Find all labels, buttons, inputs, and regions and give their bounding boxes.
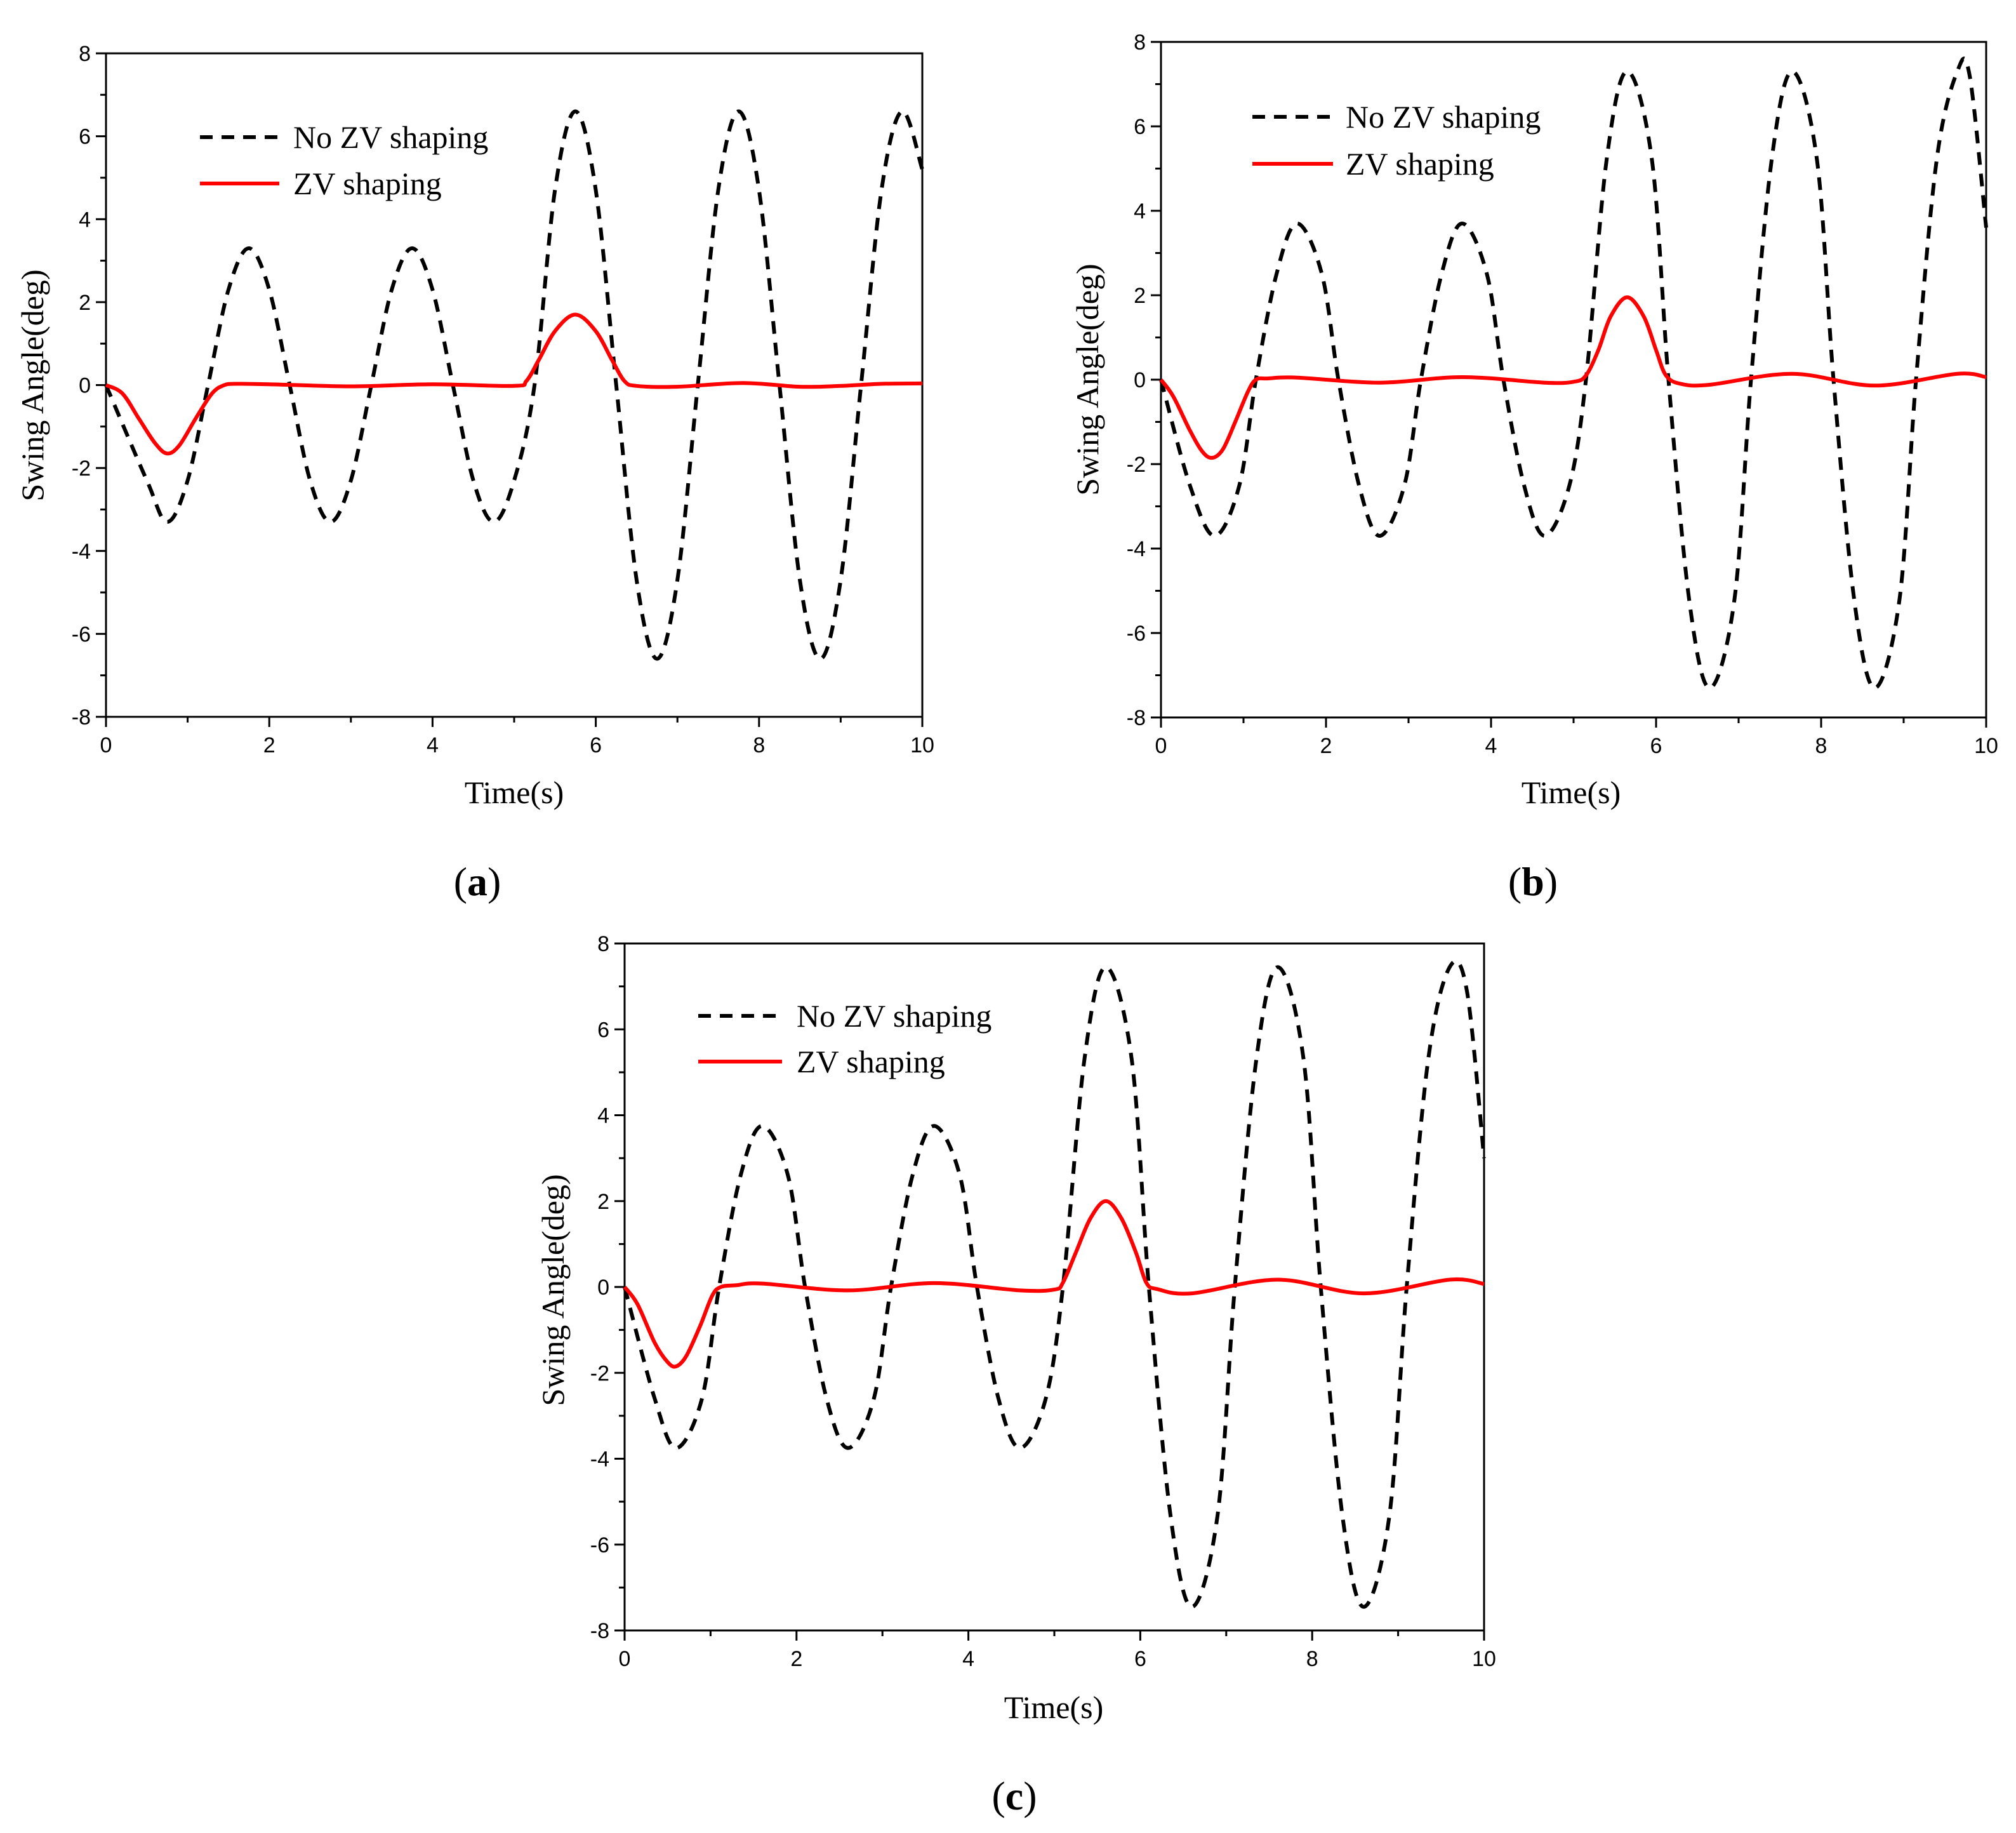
x-tick-label: 2 (1320, 734, 1332, 758)
panel-a: 0 2 4 6 8 10 -8 -6 -4 -2 0 2 4 6 8 No ZV shaping ZV sh… (15, 42, 934, 904)
series-lines (623, 959, 1486, 1609)
x-tick-label: 2 (263, 733, 275, 757)
x-axis-title: Time(s) (465, 775, 564, 810)
x-tick-label: 0 (1155, 734, 1167, 758)
y-tick-label: 4 (79, 208, 91, 232)
x-tick-label: 8 (753, 733, 765, 757)
x-tick-label: 6 (590, 733, 602, 757)
x-tick-label: 0 (619, 1647, 631, 1671)
x-tick-label: 0 (100, 733, 112, 757)
x-tick-label: 2 (790, 1647, 802, 1671)
series-line-zv-shaping (1159, 295, 1987, 460)
x-tick-label: 8 (1815, 734, 1827, 758)
series-lines (1159, 57, 1988, 690)
y-tick-label: 2 (79, 291, 91, 315)
y-tick-label: -8 (1127, 706, 1146, 730)
y-tick-label: 2 (597, 1190, 609, 1214)
y-tick-label: -8 (590, 1619, 609, 1643)
legend: No ZV shaping ZV shaping (698, 998, 991, 1079)
y-tick-label: -4 (72, 540, 91, 564)
y-tick-label: -2 (590, 1361, 609, 1385)
y-axis-title: Swing Angle(deg) (535, 1174, 571, 1406)
y-tick-label: -6 (590, 1533, 609, 1557)
legend-label-zv: ZV shaping (293, 166, 442, 201)
tick-labels: 0 2 4 6 8 10 -8 -6 -4 -2 0 2 4 6 8 (72, 42, 934, 757)
y-tick-label: 0 (79, 374, 91, 398)
x-tick-label: 10 (910, 733, 934, 757)
y-tick-label: 6 (597, 1018, 609, 1042)
y-tick-label: 8 (597, 932, 609, 956)
x-axis-title: Time(s) (1522, 775, 1621, 810)
y-tick-label: -6 (1127, 622, 1146, 646)
x-tick-label: 4 (962, 1647, 974, 1671)
series-line-no-zv-shaping (1159, 57, 1988, 690)
legend: No ZV shaping ZV shaping (200, 119, 488, 201)
panel-b: 0 2 4 6 8 10 -8 -6 -4 -2 0 2 4 6 8 No ZV shaping ZV sh… (1070, 30, 1998, 904)
legend-label-zv: ZV shaping (1346, 146, 1494, 182)
x-tick-label: 10 (1472, 1647, 1496, 1671)
y-tick-label: -2 (72, 457, 91, 481)
y-tick-label: 4 (1134, 199, 1146, 223)
x-tick-label: 4 (427, 733, 439, 757)
series-line-zv-shaping (623, 1199, 1485, 1369)
y-tick-label: -2 (1127, 453, 1146, 477)
panel-label-c: (c) (991, 1773, 1037, 1818)
legend-label-no-zv: No ZV shaping (1346, 99, 1541, 135)
series-lines (104, 109, 924, 661)
series-line-zv-shaping (105, 312, 923, 456)
y-tick-label: 6 (79, 125, 91, 149)
y-tick-label: 0 (1134, 368, 1146, 392)
legend: No ZV shaping ZV shaping (1252, 99, 1541, 182)
y-tick-label: -8 (72, 705, 91, 730)
plot-frame (623, 942, 1485, 1632)
y-tick-label: -4 (590, 1448, 609, 1472)
x-tick-label: 10 (1974, 734, 1998, 758)
panel-c: 0 2 4 6 8 10 -8 -6 -4 -2 0 2 4 6 8 No ZV shaping ZV sh… (535, 932, 1496, 1818)
y-tick-label: 2 (1134, 284, 1146, 308)
x-axis-title: Time(s) (1004, 1690, 1104, 1725)
x-tick-label: 8 (1306, 1647, 1318, 1671)
x-tick-label: 6 (1650, 734, 1662, 758)
y-tick-label: 6 (1134, 115, 1146, 139)
panel-label-b: (b) (1508, 859, 1558, 904)
y-tick-label: -6 (72, 622, 91, 646)
y-axis-title: Swing Angle(deg) (1070, 263, 1105, 495)
legend-label-no-zv: No ZV shaping (797, 998, 991, 1034)
panel-label-a: (a) (454, 859, 501, 904)
y-tick-label: 8 (79, 42, 91, 66)
x-tick-label: 6 (1134, 1647, 1146, 1671)
y-axis-title: Swing Angle(deg) (15, 269, 50, 501)
y-tick-label: -4 (1127, 537, 1146, 561)
y-tick-label: 8 (1134, 30, 1146, 55)
y-tick-label: 0 (597, 1276, 609, 1300)
y-tick-label: 4 (597, 1104, 609, 1128)
tick-labels: 0 2 4 6 8 10 -8 -6 -4 -2 0 2 4 6 8 (590, 932, 1496, 1671)
tick-labels: 0 2 4 6 8 10 -8 -6 -4 -2 0 2 4 6 8 (1127, 30, 1998, 758)
plot-frame (1160, 41, 1987, 719)
tick-marks (614, 942, 1485, 1641)
tick-marks (96, 52, 924, 727)
x-tick-label: 4 (1485, 734, 1497, 758)
tick-marks (1151, 41, 1987, 728)
legend-label-zv: ZV shaping (797, 1044, 945, 1079)
legend-label-no-zv: No ZV shaping (293, 119, 488, 155)
series-line-no-zv-shaping (623, 959, 1486, 1609)
